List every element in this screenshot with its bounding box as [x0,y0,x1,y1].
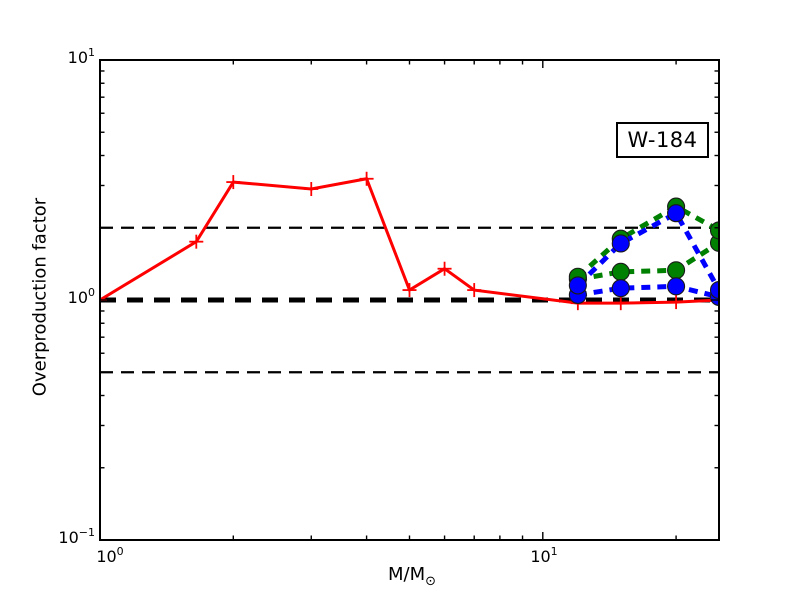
x-tick-label-10e1: 101 [530,545,558,566]
series-blue-dashed-upper [568,204,719,300]
x-tick-label-10e0: 100 [96,545,124,566]
marker-circle-blue-dashed-upper [709,281,719,300]
marker-circle-blue-dashed-lower [611,279,630,298]
y-tick-label-10e1: 101 [67,46,95,67]
y-axis-title: Overproduction factor [29,197,51,397]
marker-circle-blue-dashed-upper [568,276,587,295]
marker-circle-blue-dashed-upper [611,234,630,253]
series-line-red-solid-plus [100,177,719,305]
marker-circle-blue-dashed-lower [667,277,686,296]
marker-circle-green-dashed-lower [611,262,630,281]
isotope-annotation-label: W-184 [627,128,698,152]
y-tick-label-10e0: 100 [67,286,95,307]
isotope-annotation-box: W-184 [616,122,709,158]
marker-circle-green-dashed-lower [667,261,686,280]
y-tick-label-10e-1: 10−1 [58,526,95,547]
solar-mass-symbol: ⊙ [425,574,437,589]
marker-circle-green-dashed-upper [709,221,719,240]
series-line-green-dashed-lower [577,240,719,282]
marker-circle-blue-dashed-upper [667,204,686,223]
x-axis-title: M/M⊙ [387,564,437,589]
series-line-green-dashed-upper [576,203,719,279]
series-line-blue-dashed-upper [576,209,719,292]
series-line-blue-dashed-lower [577,283,719,300]
